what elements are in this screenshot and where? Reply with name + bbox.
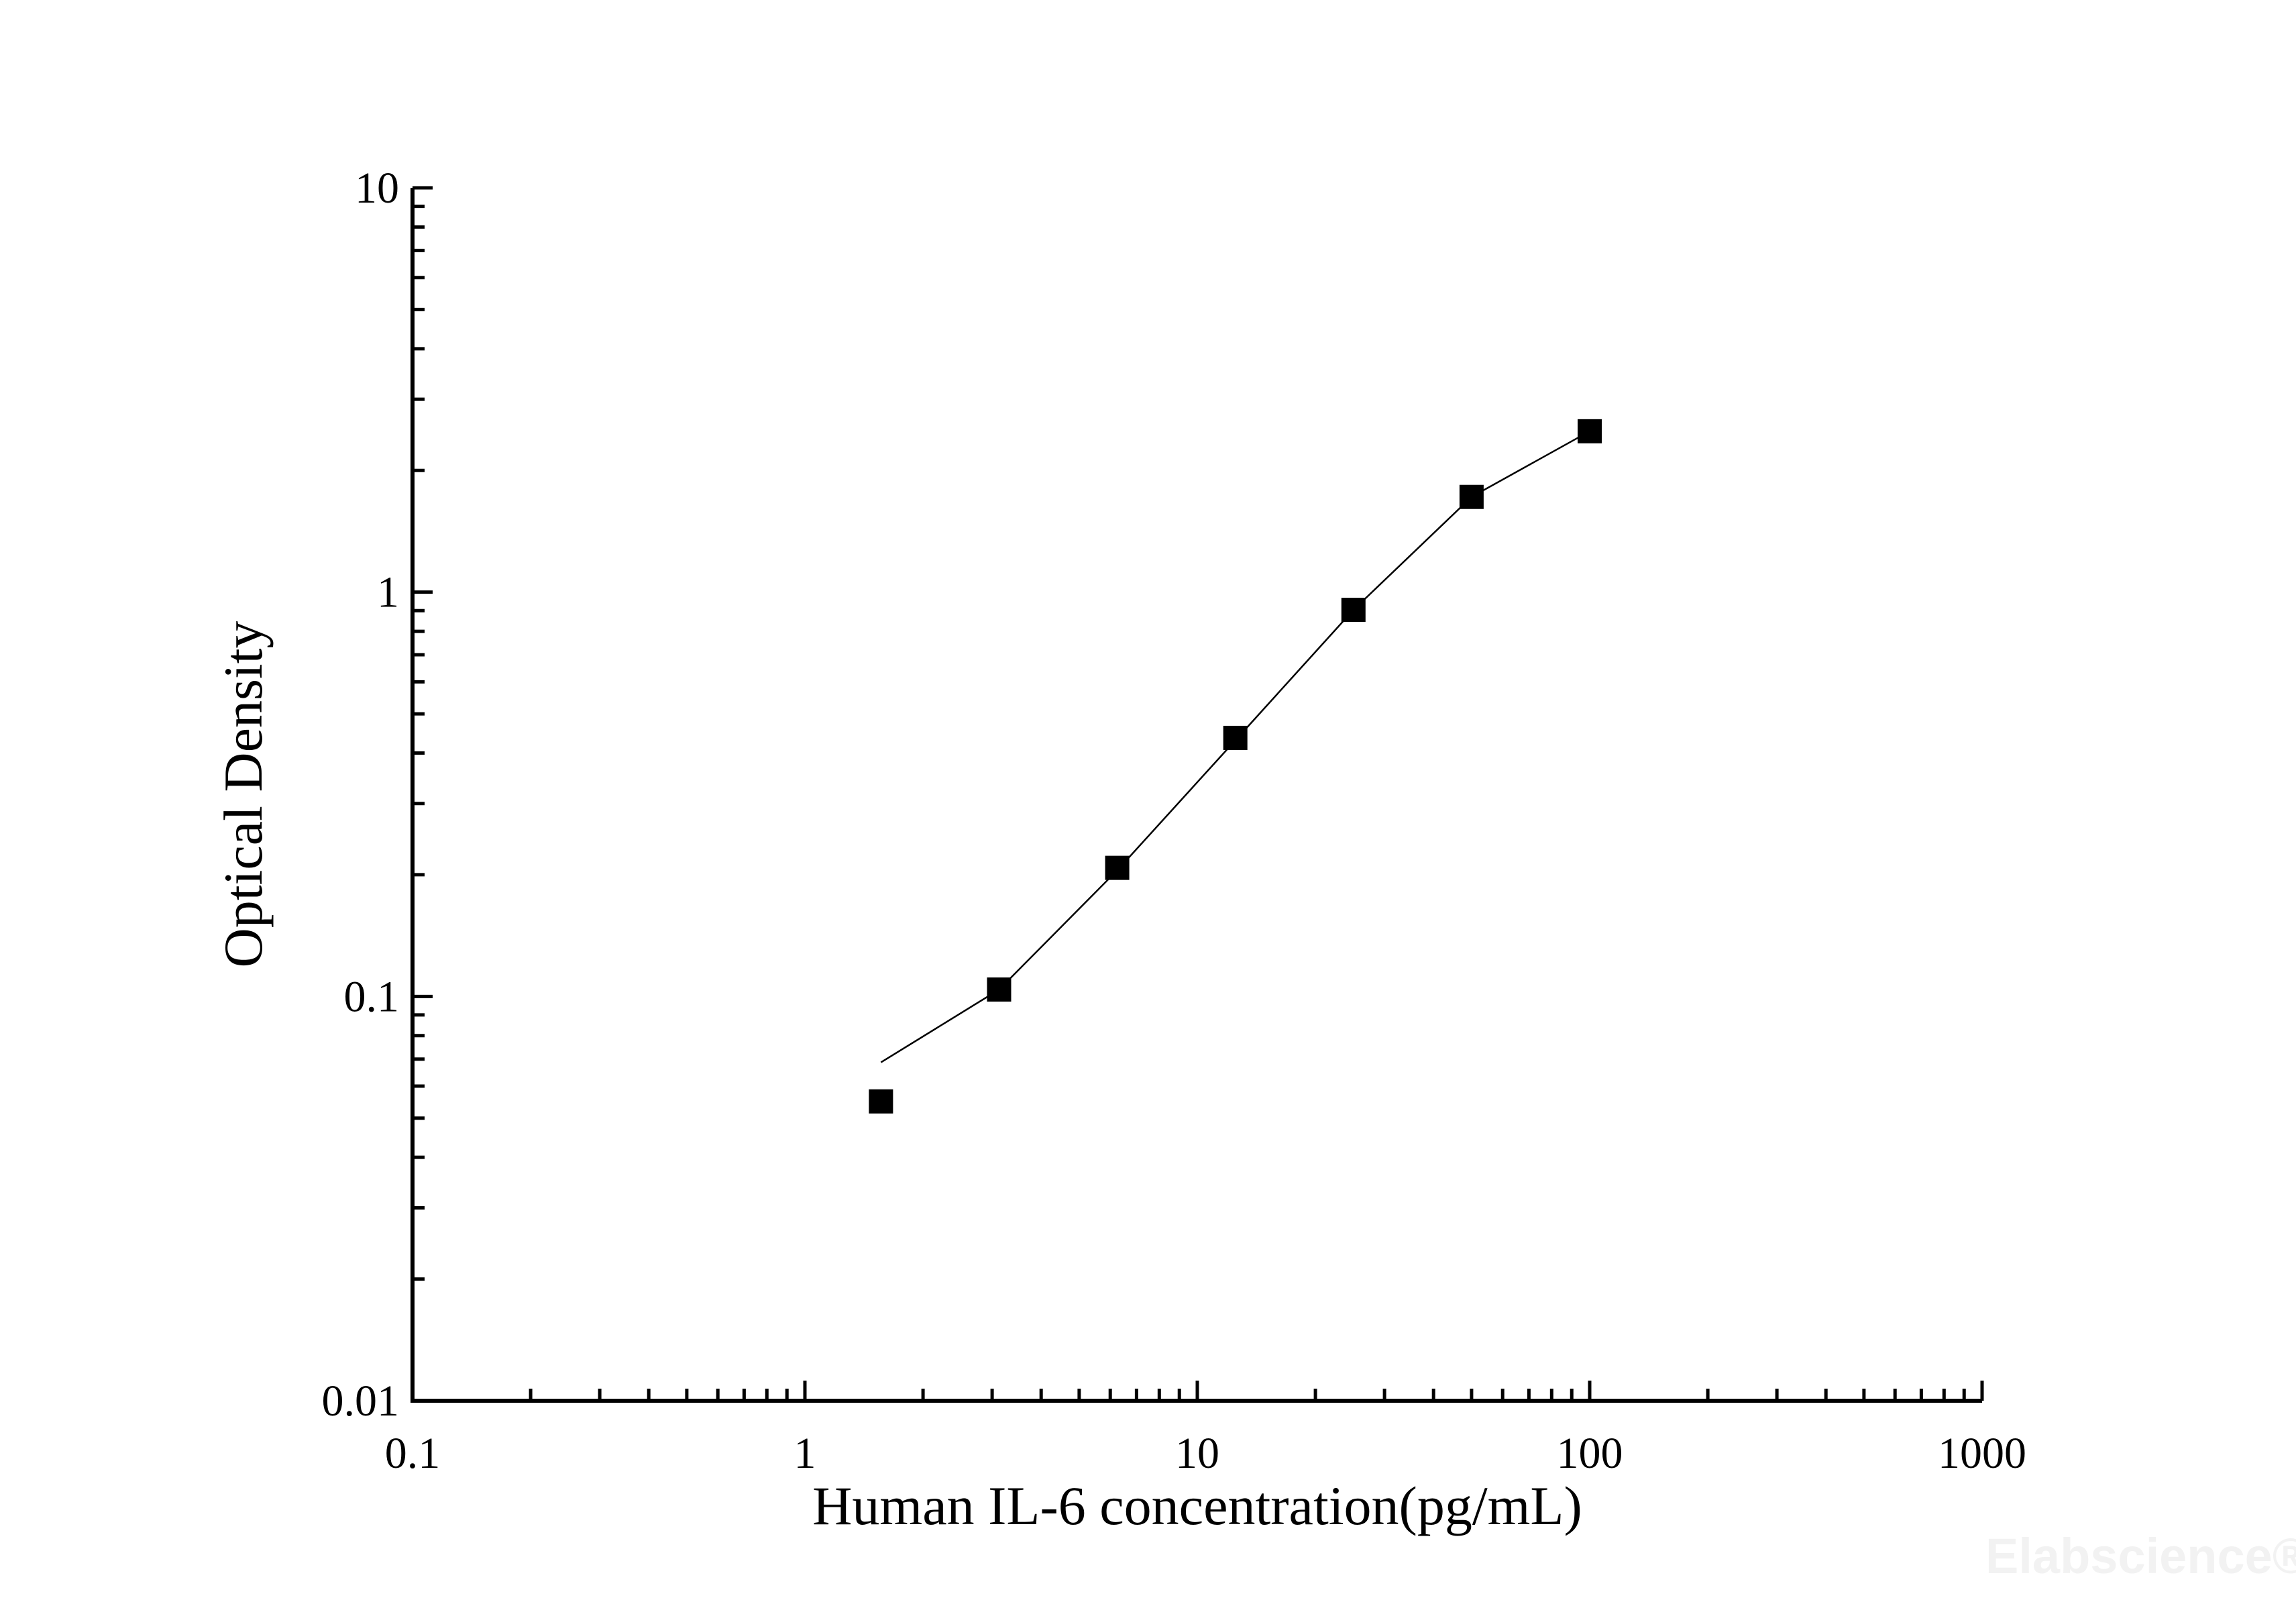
data-point xyxy=(1459,484,1484,509)
y-axis-title: Optical Density xyxy=(213,621,274,968)
data-point xyxy=(987,977,1012,1002)
y-tick-label: 1 xyxy=(377,568,399,617)
data-marks xyxy=(869,419,1602,1114)
data-point xyxy=(1578,419,1602,443)
y-tick-label: 0.1 xyxy=(344,972,400,1021)
watermark-logo: Elabscience® xyxy=(1985,1528,2296,1584)
x-tick-label: 100 xyxy=(1557,1429,1623,1478)
y-tick-label: 0.01 xyxy=(322,1377,400,1426)
data-point xyxy=(1223,725,1248,750)
x-tick-label: 1 xyxy=(794,1429,816,1478)
x-tick-label: 1000 xyxy=(1938,1429,2026,1478)
data-point xyxy=(869,1089,893,1114)
data-point xyxy=(1105,855,1130,880)
y-tick-label: 10 xyxy=(355,164,399,213)
x-tick-label: 0.1 xyxy=(385,1429,441,1478)
data-point xyxy=(1341,598,1366,623)
x-axis-title: Human IL-6 concentration(pg/mL) xyxy=(812,1475,1582,1536)
x-tick-label: 10 xyxy=(1175,1429,1219,1478)
